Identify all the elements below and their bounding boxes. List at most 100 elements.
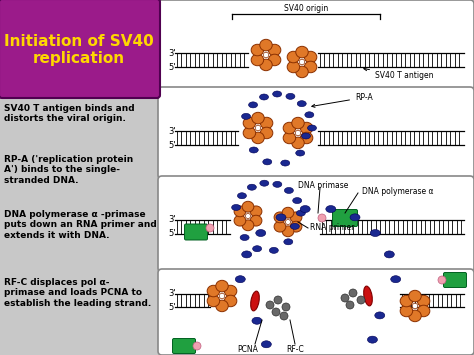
Circle shape bbox=[357, 296, 365, 304]
Ellipse shape bbox=[292, 117, 304, 129]
Text: SV40 origin: SV40 origin bbox=[284, 4, 328, 13]
Ellipse shape bbox=[237, 193, 246, 199]
Ellipse shape bbox=[286, 93, 295, 99]
Ellipse shape bbox=[234, 215, 246, 226]
Ellipse shape bbox=[281, 160, 290, 166]
Text: DNA polymerase α: DNA polymerase α bbox=[362, 186, 434, 196]
Ellipse shape bbox=[304, 61, 317, 73]
Text: SV40 T antigen: SV40 T antigen bbox=[364, 68, 434, 80]
Ellipse shape bbox=[292, 137, 304, 149]
Circle shape bbox=[346, 301, 354, 309]
Ellipse shape bbox=[409, 290, 421, 302]
Circle shape bbox=[438, 276, 446, 284]
Circle shape bbox=[255, 125, 261, 131]
Ellipse shape bbox=[296, 66, 308, 78]
Ellipse shape bbox=[232, 204, 241, 211]
Ellipse shape bbox=[251, 54, 264, 66]
Text: RF-C: RF-C bbox=[286, 345, 304, 354]
Ellipse shape bbox=[273, 181, 282, 187]
Ellipse shape bbox=[284, 239, 293, 245]
FancyBboxPatch shape bbox=[158, 0, 474, 90]
Ellipse shape bbox=[417, 295, 430, 307]
Ellipse shape bbox=[350, 214, 360, 221]
Circle shape bbox=[285, 219, 291, 225]
Text: 3': 3' bbox=[168, 289, 176, 299]
FancyBboxPatch shape bbox=[158, 176, 474, 272]
Ellipse shape bbox=[248, 102, 257, 108]
Ellipse shape bbox=[375, 312, 385, 319]
FancyBboxPatch shape bbox=[173, 339, 195, 354]
Text: 5': 5' bbox=[168, 62, 175, 71]
Ellipse shape bbox=[326, 206, 336, 213]
FancyBboxPatch shape bbox=[184, 224, 208, 240]
Text: Initiation of SV40
replication: Initiation of SV40 replication bbox=[4, 34, 154, 66]
Ellipse shape bbox=[287, 61, 300, 73]
Circle shape bbox=[206, 224, 214, 232]
Ellipse shape bbox=[260, 94, 268, 100]
Ellipse shape bbox=[242, 113, 251, 119]
Ellipse shape bbox=[384, 251, 394, 258]
Text: 5': 5' bbox=[168, 229, 175, 239]
Ellipse shape bbox=[253, 246, 262, 252]
Ellipse shape bbox=[367, 336, 377, 343]
Circle shape bbox=[272, 308, 280, 316]
Text: 3': 3' bbox=[168, 49, 176, 58]
Ellipse shape bbox=[252, 317, 262, 324]
FancyBboxPatch shape bbox=[158, 87, 474, 179]
Ellipse shape bbox=[216, 280, 228, 292]
Ellipse shape bbox=[274, 221, 286, 232]
Text: 5': 5' bbox=[168, 141, 175, 149]
Ellipse shape bbox=[276, 214, 286, 221]
Ellipse shape bbox=[304, 51, 317, 63]
Ellipse shape bbox=[283, 122, 296, 134]
Ellipse shape bbox=[240, 235, 249, 240]
Circle shape bbox=[263, 52, 269, 58]
Ellipse shape bbox=[292, 198, 301, 203]
Ellipse shape bbox=[251, 291, 259, 311]
Ellipse shape bbox=[296, 210, 305, 216]
Circle shape bbox=[246, 213, 251, 219]
Ellipse shape bbox=[296, 150, 305, 156]
Ellipse shape bbox=[261, 341, 271, 348]
Ellipse shape bbox=[260, 127, 273, 139]
Ellipse shape bbox=[287, 51, 300, 63]
Ellipse shape bbox=[242, 220, 254, 231]
Ellipse shape bbox=[260, 59, 272, 71]
Ellipse shape bbox=[268, 54, 281, 66]
Ellipse shape bbox=[290, 212, 302, 223]
Text: RP-A: RP-A bbox=[312, 93, 373, 107]
Ellipse shape bbox=[234, 206, 246, 217]
Circle shape bbox=[280, 312, 288, 320]
Circle shape bbox=[318, 214, 326, 222]
Text: PCNA: PCNA bbox=[237, 345, 258, 354]
Text: DNA primase: DNA primase bbox=[298, 181, 348, 191]
Ellipse shape bbox=[305, 112, 314, 118]
Text: DNA polymerase α -primase
puts down an RNA primer and
extends it with DNA.: DNA polymerase α -primase puts down an R… bbox=[4, 210, 157, 240]
Ellipse shape bbox=[282, 207, 294, 218]
Ellipse shape bbox=[409, 310, 421, 322]
Ellipse shape bbox=[256, 230, 266, 236]
Ellipse shape bbox=[216, 300, 228, 312]
Text: 3': 3' bbox=[168, 215, 176, 224]
Circle shape bbox=[193, 342, 201, 350]
Ellipse shape bbox=[260, 117, 273, 129]
Ellipse shape bbox=[260, 39, 272, 51]
Ellipse shape bbox=[283, 132, 296, 144]
Circle shape bbox=[341, 294, 349, 302]
Text: 5': 5' bbox=[168, 302, 175, 311]
Ellipse shape bbox=[249, 147, 258, 153]
Ellipse shape bbox=[391, 276, 401, 283]
Circle shape bbox=[295, 130, 301, 136]
Circle shape bbox=[282, 303, 290, 311]
Ellipse shape bbox=[290, 221, 302, 232]
Ellipse shape bbox=[207, 285, 219, 297]
Ellipse shape bbox=[242, 251, 252, 258]
Ellipse shape bbox=[300, 206, 310, 213]
Ellipse shape bbox=[269, 247, 278, 253]
Ellipse shape bbox=[301, 132, 313, 144]
Ellipse shape bbox=[301, 133, 310, 139]
Ellipse shape bbox=[247, 184, 256, 190]
Circle shape bbox=[299, 59, 305, 65]
Ellipse shape bbox=[364, 286, 372, 306]
Ellipse shape bbox=[274, 212, 286, 223]
